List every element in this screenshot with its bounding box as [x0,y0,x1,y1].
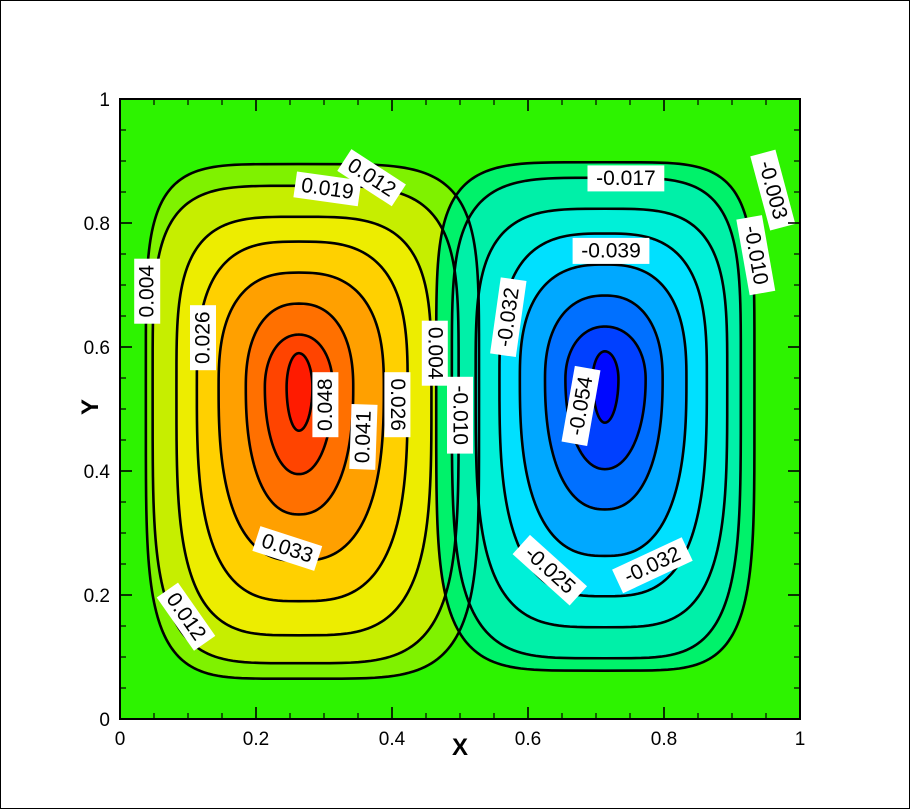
contour-label-box [512,534,588,606]
negative-contour-line-4 [518,263,688,558]
contour-label-box [736,215,776,296]
contour-label-box [337,149,406,207]
contour-label-text: 0.026 [386,378,409,431]
y-tick-label: 1 [99,90,110,111]
x-tick-label: 0.4 [379,729,406,750]
contour-label: -0.010 [447,376,473,454]
contour-label: 0.004 [134,258,161,324]
contour-label-box [587,165,665,192]
positive-contour-line-5 [244,302,355,516]
positive-contour-line-0 [144,162,481,681]
contour-label-box [252,526,323,571]
contour-label-text: -0.039 [581,239,641,262]
positive-contour-line-7 [285,351,314,433]
contour-label-box [134,258,161,324]
x-tick-label: 0 [115,729,126,750]
positive-contour-line-3 [195,240,409,603]
contour-label: -0.017 [587,165,665,192]
y-tick-label: 0.8 [84,214,110,235]
contour-label-box [490,277,527,358]
contour-label-text: 0.004 [136,265,159,318]
y-tick-label: 0.6 [84,338,110,359]
contour-label-box [349,403,378,470]
contour-label-text: -0.010 [449,385,472,445]
negative-contour-line-5 [543,294,664,511]
x-tick-label: 0.6 [515,729,541,750]
contour-label-text: 0.026 [192,311,215,364]
negative-contour-line-6 [564,325,647,471]
contour-label-box [561,365,601,446]
positive-contour-line-2 [175,215,433,637]
contour-label-box [156,582,216,651]
contour-label: -0.039 [572,237,650,264]
contour-label-text: -0.017 [596,167,656,190]
axis-ticks: 0 0.2 0.4 0.6 0.8 1 0 0.2 0.4 0.6 0.8 1 [84,90,806,750]
contour-label-box [572,237,650,264]
contour-label-box [750,149,796,231]
contour-label: 0.041 [349,403,378,470]
contour-label-box [384,372,411,438]
contour-label-box [421,320,448,386]
positive-contour-line-1 [151,184,460,665]
positive-contour-fill-7 [286,353,313,431]
negative-contour-line-3 [498,232,709,598]
contour-label-box [312,372,339,438]
contour-label: 0.026 [190,305,216,371]
x-tick-label: 0.8 [651,729,677,750]
contour-label: 0.026 [384,372,411,438]
contour-label: 0.004 [421,320,448,386]
negative-contour-line-2 [474,207,729,629]
positive-contour-line-6 [263,333,335,476]
contour-label-text: 0.041 [351,410,376,463]
contour-label: 0.019 [293,171,362,207]
y-tick-label: 0.4 [84,462,111,483]
negative-contour-fill-7 [592,351,619,423]
positive-contour-line-4 [217,271,386,563]
contour-label-text: 0.048 [314,378,337,431]
contour-label-box [447,376,473,454]
y-tick-label: 0.2 [84,586,110,607]
x-axis-title: X [452,734,468,761]
contour-label-text: 0.004 [423,327,446,380]
contour-label-box [293,171,362,207]
y-tick-label: 0 [99,710,110,731]
x-tick-label: 1 [795,729,806,750]
contour-label-box [190,305,216,371]
contour-label-box [612,537,693,594]
x-tick-label: 0.2 [243,729,269,750]
contour-label: 0.048 [312,372,339,438]
y-axis-title: Y [77,399,104,415]
